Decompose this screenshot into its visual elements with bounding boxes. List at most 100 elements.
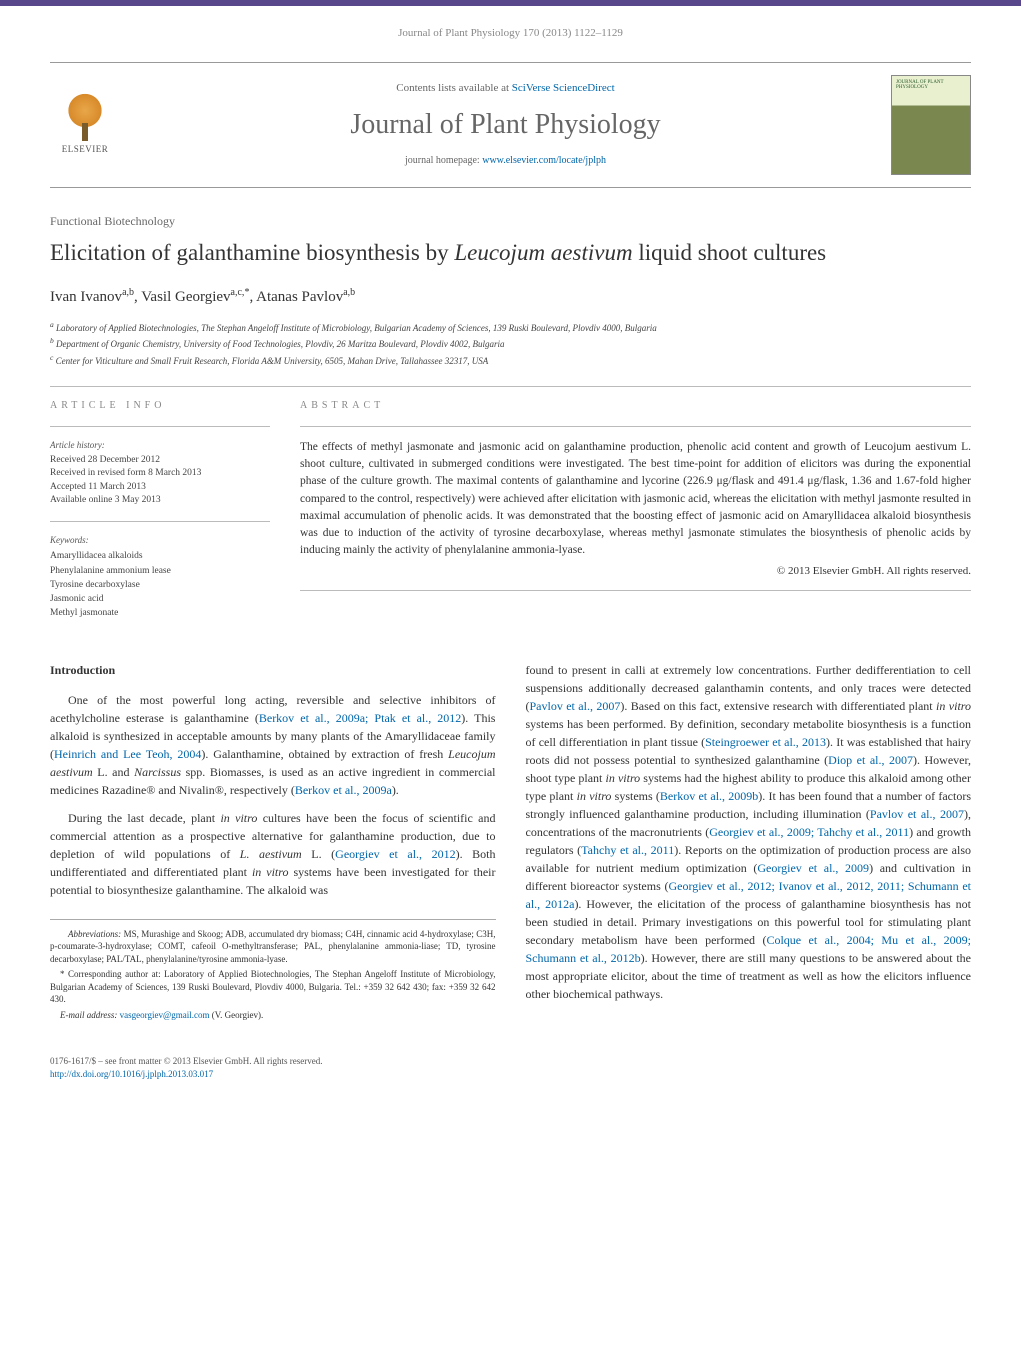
elsevier-label: ELSEVIER (62, 143, 109, 156)
history-line: Available online 3 May 2013 (50, 494, 270, 507)
contents-prefix: Contents lists available at (396, 82, 511, 94)
text: L. and (93, 765, 134, 779)
affiliation-a-text: Laboratory of Applied Biotechnologies, T… (56, 323, 657, 333)
content-region: Functional Biotechnology Elicitation of … (0, 198, 1021, 1055)
history-line: Received 28 December 2012 (50, 454, 270, 467)
text: During the last decade, plant (68, 811, 220, 825)
citation-link[interactable]: Heinrich and Lee Teoh, 2004 (54, 747, 201, 761)
divider (50, 386, 971, 387)
affiliation-c-text: Center for Viticulture and Small Fruit R… (56, 356, 489, 366)
body-column-right: found to present in calli at extremely l… (526, 661, 972, 1025)
corresponding-author-footnote: * Corresponding author at: Laboratory of… (50, 968, 496, 1006)
authors-line: Ivan Ivanova,b, Vasil Georgieva,c,*, Ata… (50, 286, 971, 309)
info-divider (50, 521, 270, 522)
history-lines: Received 28 December 2012 Received in re… (50, 454, 270, 507)
info-abstract-row: ARTICLE INFO Article history: Received 2… (50, 399, 971, 620)
intro-para-2: During the last decade, plant in vitro c… (50, 809, 496, 899)
body-column-left: Introduction One of the most powerful lo… (50, 661, 496, 1025)
abbrev-label: Abbreviations: (68, 929, 121, 939)
author-2: Vasil Georgiev (141, 289, 230, 305)
journal-reference: Journal of Plant Physiology 170 (2013) 1… (50, 26, 971, 42)
contents-line: Contents lists available at SciVerse Sci… (120, 81, 891, 97)
keyword: Tyrosine decarboxylase (50, 578, 270, 592)
italic-term: in vitro (577, 789, 612, 803)
citation-link[interactable]: Georgiev et al., 2012 (335, 847, 455, 861)
corr-label: * Corresponding author at: (60, 969, 161, 979)
email-footnote: E-mail address: vasgeorgiev@gmail.com (V… (50, 1009, 496, 1022)
abstract-divider (300, 426, 971, 427)
citation-link[interactable]: Tahchy et al., 2011 (581, 843, 674, 857)
journal-cover-thumbnail[interactable]: JOURNAL OF PLANT PHYSIOLOGY (891, 75, 971, 175)
email-label: E-mail address: (60, 1010, 117, 1020)
keyword: Jasmonic acid (50, 592, 270, 606)
italic-term: in vitro (220, 811, 257, 825)
email-link[interactable]: vasgeorgiev@gmail.com (120, 1010, 210, 1020)
species-name: Narcissus (134, 765, 181, 779)
author-1: Ivan Ivanov (50, 289, 122, 305)
article-info-heading: ARTICLE INFO (50, 399, 270, 414)
citation-link[interactable]: Georgiev et al., 2009; Tahchy et al., 20… (709, 825, 909, 839)
affiliation-b: b Department of Organic Chemistry, Unive… (50, 335, 971, 352)
italic-term: in vitro (252, 865, 289, 879)
citation-link[interactable]: Georgiev et al., 2009 (757, 861, 869, 875)
affiliation-b-text: Department of Organic Chemistry, Univers… (56, 339, 505, 349)
citation-link[interactable]: Pavlov et al., 2007 (530, 699, 621, 713)
history-label: Article history: (50, 439, 270, 452)
affiliations: a Laboratory of Applied Biotechnologies,… (50, 319, 971, 369)
abbreviations-footnote: Abbreviations: MS, Murashige and Skoog; … (50, 928, 496, 966)
article-info-column: ARTICLE INFO Article history: Received 2… (50, 399, 270, 620)
sciencedirect-link[interactable]: SciVerse ScienceDirect (512, 82, 615, 94)
issn-line: 0176-1617/$ – see front matter © 2013 El… (50, 1055, 971, 1068)
elsevier-logo[interactable]: ELSEVIER (50, 87, 120, 162)
title-pre: Elicitation of galanthamine biosynthesis… (50, 240, 454, 265)
footnotes: Abbreviations: MS, Murashige and Skoog; … (50, 919, 496, 1022)
keyword: Methyl jasmonate (50, 606, 270, 620)
text: ). Galanthamine, obtained by extraction … (201, 747, 448, 761)
keywords-label: Keywords: (50, 534, 270, 547)
abstract-heading: ABSTRACT (300, 399, 971, 414)
text: L. ( (302, 847, 335, 861)
affiliation-c: c Center for Viticulture and Small Fruit… (50, 352, 971, 369)
title-species: Leucojum aestivum (454, 240, 632, 265)
email-suffix: (V. Georgiev). (210, 1010, 264, 1020)
author-3-sup: a,b (343, 287, 355, 298)
citation-link[interactable]: Berkov et al., 2009a; Ptak et al., 2012 (259, 711, 461, 725)
title-post: liquid shoot cultures (633, 240, 827, 265)
italic-term: in vitro (936, 699, 971, 713)
elsevier-tree-icon (60, 93, 110, 143)
citation-link[interactable]: Steingroewer et al., 2013 (705, 735, 826, 749)
citation-link[interactable]: Berkov et al., 2009a (295, 783, 392, 797)
header-box: ELSEVIER Contents lists available at Sci… (50, 62, 971, 188)
cover-label: JOURNAL OF PLANT PHYSIOLOGY (896, 80, 970, 90)
header-region: Journal of Plant Physiology 170 (2013) 1… (0, 6, 1021, 198)
abstract-copyright: © 2013 Elsevier GmbH. All rights reserve… (300, 564, 971, 580)
citation-link[interactable]: Diop et al., 2007 (828, 753, 913, 767)
doi-link[interactable]: http://dx.doi.org/10.1016/j.jplph.2013.0… (50, 1069, 213, 1079)
keyword: Amaryllidacea alkaloids (50, 549, 270, 563)
citation-link[interactable]: Pavlov et al., 2007 (870, 807, 964, 821)
text: ). Based on this fact, extensive researc… (620, 699, 936, 713)
homepage-line: journal homepage: www.elsevier.com/locat… (120, 154, 891, 169)
author-2-sup: a,c, (231, 287, 245, 298)
author-1-sup: a,b (122, 287, 134, 298)
italic-term: in vitro (606, 771, 641, 785)
introduction-heading: Introduction (50, 661, 496, 679)
species-name: L. aestivum (240, 847, 302, 861)
affiliation-a: a Laboratory of Applied Biotechnologies,… (50, 319, 971, 336)
abstract-text: The effects of methyl jasmonate and jasm… (300, 439, 971, 560)
history-line: Received in revised form 8 March 2013 (50, 467, 270, 480)
citation-link[interactable]: Berkov et al., 2009b (660, 789, 758, 803)
abstract-column: ABSTRACT The effects of methyl jasmonate… (300, 399, 971, 620)
footer-region: 0176-1617/$ – see front matter © 2013 El… (0, 1055, 1021, 1101)
text: ). (392, 783, 399, 797)
article-title: Elicitation of galanthamine biosynthesis… (50, 238, 971, 268)
history-line: Accepted 11 March 2013 (50, 481, 270, 494)
intro-para-1: One of the most powerful long acting, re… (50, 691, 496, 799)
body-columns: Introduction One of the most powerful lo… (50, 661, 971, 1025)
article-type: Functional Biotechnology (50, 213, 971, 230)
text: systems ( (611, 789, 659, 803)
homepage-link[interactable]: www.elsevier.com/locate/jplph (482, 155, 606, 166)
keyword: Phenylalanine ammonium lease (50, 564, 270, 578)
header-center: Contents lists available at SciVerse Sci… (120, 81, 891, 168)
journal-name: Journal of Plant Physiology (120, 105, 891, 146)
